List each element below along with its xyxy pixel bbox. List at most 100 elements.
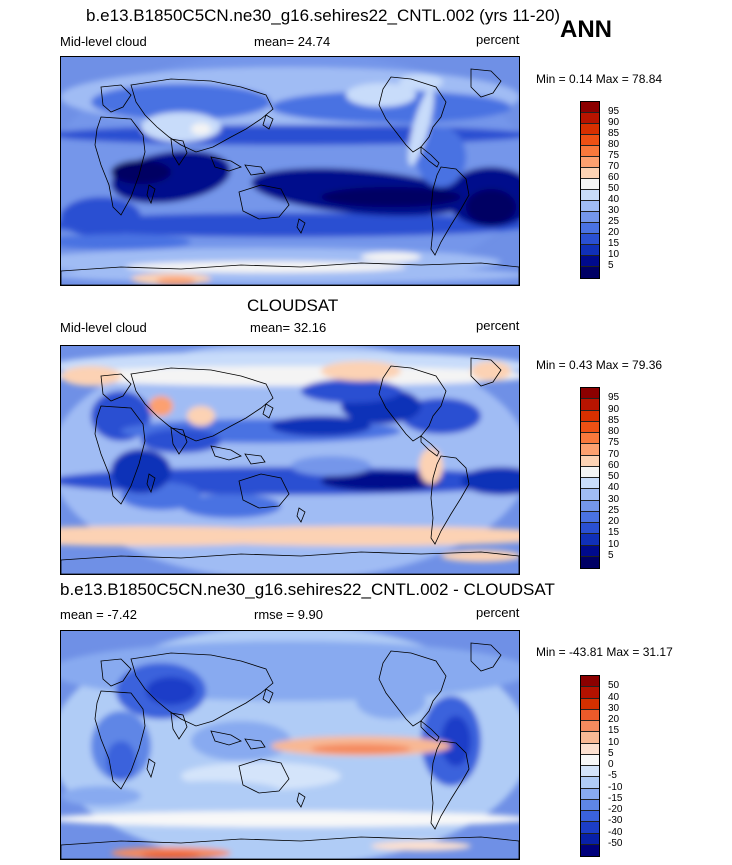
colorbar-swatch xyxy=(581,500,599,512)
coastline xyxy=(420,146,440,168)
coastline xyxy=(94,405,146,505)
colorbar-swatch xyxy=(581,478,599,490)
colorbar-tick-label: 5 xyxy=(608,260,614,271)
coastline xyxy=(238,758,290,794)
colorbar-swatch xyxy=(581,511,599,523)
coastline xyxy=(210,445,242,461)
coastline xyxy=(238,184,290,220)
coastline xyxy=(470,357,502,387)
contour-region xyxy=(416,127,466,187)
coastline xyxy=(146,473,156,494)
colorbar-swatch xyxy=(581,523,599,535)
contour-region xyxy=(126,261,406,273)
contour-region xyxy=(149,396,173,416)
colorbar-swatch xyxy=(581,444,599,456)
colorbar-swatch xyxy=(581,410,599,422)
colorbar-swatch xyxy=(581,534,599,546)
panel3-minmax: Min = -43.81 Max = 31.17 xyxy=(536,645,673,659)
colorbar-tick-label: 50 xyxy=(608,183,620,194)
contour-region xyxy=(461,467,519,495)
panel2-field-label: Mid-level cloud xyxy=(60,320,147,335)
panel1-minmax: Min = 0.14 Max = 78.84 xyxy=(536,72,663,86)
colorbar-swatch xyxy=(581,721,599,733)
contour-region xyxy=(321,361,401,381)
colorbar-swatch xyxy=(581,102,599,113)
colorbar-tick-label: 30 xyxy=(608,205,620,216)
colorbar-tick-label: 20 xyxy=(608,227,620,238)
season-label: ANN xyxy=(560,16,612,43)
colorbar-swatch xyxy=(581,777,599,789)
panel3-units: percent xyxy=(476,605,520,620)
colorbar-tick-label: -5 xyxy=(608,770,617,782)
coastline xyxy=(94,690,146,790)
colorbar-tick-label: -15 xyxy=(608,792,623,804)
contour-region xyxy=(181,494,281,518)
map-canvas xyxy=(61,631,519,859)
colorbar-tick-label: 70 xyxy=(608,161,620,172)
contour-region xyxy=(408,88,434,166)
colorbar-tick-label: 40 xyxy=(608,482,620,494)
coastline xyxy=(430,740,470,830)
colorbar-tick-label: -50 xyxy=(608,837,623,849)
coastline xyxy=(210,156,242,172)
contour-region xyxy=(401,398,481,434)
coastline xyxy=(61,836,519,859)
colorbar-tick-label: 80 xyxy=(608,139,620,150)
colorbar-swatch xyxy=(581,135,599,146)
colorbar-swatch xyxy=(581,212,599,223)
colorbar-swatch xyxy=(581,455,599,467)
contour-region xyxy=(191,123,211,135)
colorbar-tick-label: 90 xyxy=(608,403,620,415)
colorbar-tick-label: 80 xyxy=(608,426,620,437)
colorbar-tick-label: 90 xyxy=(608,117,620,128)
colorbar-swatch xyxy=(581,190,599,201)
panel2-minmax: Min = 0.43 Max = 79.36 xyxy=(536,358,663,372)
panel1-field-label: Mid-level cloud xyxy=(60,34,147,49)
contour-region xyxy=(441,716,471,766)
colorbar-swatch xyxy=(581,833,599,845)
panel1-title: b.e13.B1850C5CN.ne30_g16.sehires22_CNTL.… xyxy=(86,6,561,25)
colorbar-swatch xyxy=(581,687,599,699)
contour-region xyxy=(61,366,519,386)
panel1-colorbar xyxy=(580,101,600,279)
contour-region xyxy=(141,781,281,801)
map-canvas xyxy=(61,57,519,285)
colorbar-swatch xyxy=(581,822,599,834)
panel2-colorbar xyxy=(580,387,600,569)
coastline xyxy=(130,652,274,727)
contour-region xyxy=(146,677,196,705)
coastline xyxy=(170,712,188,740)
colorbar-tick-label: 10 xyxy=(608,736,620,748)
colorbar-tick-label: 60 xyxy=(608,172,620,183)
colorbar-tick-label: 30 xyxy=(608,493,620,505)
coastline xyxy=(61,551,519,574)
coastlines xyxy=(61,357,519,574)
colorbar-tick-label: 40 xyxy=(608,691,620,703)
colorbar-tick-label: 95 xyxy=(608,106,620,117)
contour-region xyxy=(301,379,401,403)
panel1-mean: mean= 24.74 xyxy=(254,34,331,49)
colorbar-tick-label: 85 xyxy=(608,128,620,139)
contour-region xyxy=(271,416,371,436)
coastline xyxy=(100,373,132,402)
coastline xyxy=(244,453,266,465)
colorbar-swatch xyxy=(581,245,599,256)
contour-region xyxy=(271,91,511,123)
contour-field xyxy=(61,346,519,574)
contour-region xyxy=(141,852,201,858)
colorbar-tick-label: 95 xyxy=(608,392,620,404)
coastline xyxy=(296,792,306,808)
panel3-map xyxy=(60,630,520,860)
contour-region xyxy=(91,84,271,120)
contour-region xyxy=(471,361,511,381)
contour-region xyxy=(111,449,171,493)
colorbar-tick-label: 75 xyxy=(608,150,620,161)
coastline xyxy=(420,435,440,457)
colorbar-tick-label: 10 xyxy=(608,249,620,260)
colorbar-swatch xyxy=(581,168,599,179)
contour-region xyxy=(161,526,519,546)
colorbar-tick-label: -30 xyxy=(608,815,623,827)
coastline xyxy=(61,262,519,285)
coastline xyxy=(470,642,502,672)
colorbar-tick-label: 40 xyxy=(608,194,620,205)
